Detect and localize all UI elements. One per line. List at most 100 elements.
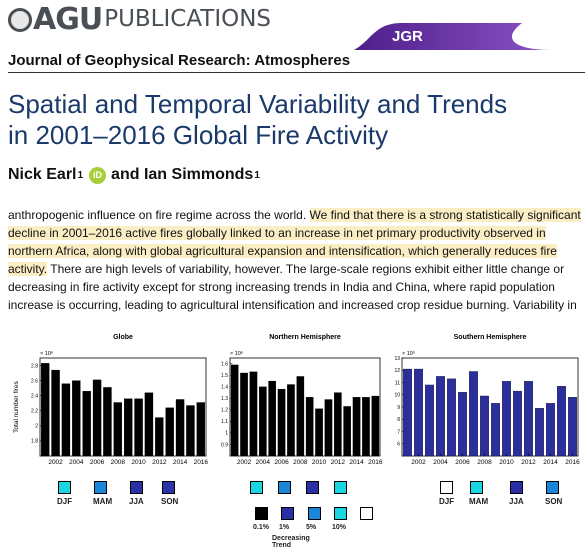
author-2-affiliation: 1 <box>254 169 260 181</box>
legend-swatch-djf <box>58 481 71 494</box>
bar-2010 <box>502 381 511 457</box>
x-tick-label: 2006 <box>274 459 289 466</box>
x-tick-label: 2012 <box>331 459 346 466</box>
bar-2001 <box>230 364 239 457</box>
legend-swatch-season-3 <box>306 481 319 494</box>
y-tick-label: 13 <box>394 356 400 362</box>
legend-label-trend-2: 1% <box>279 524 290 531</box>
bar-2007 <box>103 387 112 457</box>
bar-2004 <box>259 386 267 457</box>
title-line-2: in 2001–2016 Global Fire Activity <box>8 120 389 150</box>
bar-2016 <box>196 402 206 457</box>
y-tick-label: 1.5 <box>221 373 228 379</box>
legend-label-trend-4: 10% <box>332 524 347 531</box>
y-tick-label: 6 <box>397 442 400 448</box>
title-line-1: Spatial and Temporal Variability and Tre… <box>8 89 508 119</box>
bar-2005 <box>268 380 276 457</box>
x-tick-label: 2012 <box>521 459 536 466</box>
x-tick-label: 2002 <box>237 459 252 466</box>
bar-2009 <box>123 398 133 457</box>
chart-title: Northern Hemisphere <box>269 334 341 341</box>
legend-swatch-sh-djf <box>440 481 453 494</box>
bar-2016 <box>371 395 380 457</box>
chart-title: Globe <box>113 334 133 341</box>
x-tick-label: 2002 <box>411 459 426 466</box>
bar-2015 <box>186 405 195 457</box>
legend-swatch-jja <box>130 481 143 494</box>
bar-2006 <box>277 388 286 457</box>
legend-label-sh-mam: MAM <box>469 497 489 506</box>
agu-text: AGU <box>33 1 103 37</box>
orcid-icon[interactable]: iD <box>89 166 107 184</box>
x-tick-label: 2010 <box>131 459 146 466</box>
x-tick-label: 2014 <box>349 459 364 466</box>
legend-swatch-trend-2 <box>281 507 294 520</box>
bar-2008 <box>296 376 305 457</box>
legend-swatch-mam <box>94 481 107 494</box>
x-tick-label: 2002 <box>48 459 63 466</box>
bar-2004 <box>72 380 81 457</box>
y-tick-label: 1.2 <box>221 408 228 414</box>
bar-2011 <box>324 399 333 457</box>
y-tick-label: 1.1 <box>221 419 228 425</box>
y-tick-label: 7 <box>397 429 400 435</box>
x-tick-label: 2006 <box>90 459 105 466</box>
x-tick-label: 2004 <box>69 459 84 466</box>
y-tick-label: 1 <box>225 431 228 437</box>
y-tick-label: 9 <box>397 405 400 411</box>
x-tick-label: 2008 <box>477 459 492 466</box>
y-tick-label: 12 <box>394 368 400 374</box>
bar-2001 <box>40 363 50 457</box>
x-tick-label: 2016 <box>368 459 383 466</box>
bar-2016 <box>568 397 577 457</box>
legend-swatch-sh-son <box>546 481 559 494</box>
x-tick-label: 2014 <box>543 459 558 466</box>
bar-2012 <box>155 417 164 457</box>
chart-svg: Globe × 10⁶ 1.8 2 2.2 2.4 2.6 2.8 2002 2004 2006 20… <box>13 334 208 466</box>
legend-swatch-trend-4 <box>334 507 347 520</box>
chart-svg: Southern Hemisphere × 10⁵ 6 7 8 9 10 11 12 13 2002… <box>394 334 580 466</box>
legend-label-sh-jja: JJA <box>509 497 524 506</box>
axis-exponent: × 10⁶ <box>40 350 53 357</box>
y-tick-label: 8 <box>397 417 400 423</box>
y-axis-label: Total number fires <box>13 380 20 432</box>
x-tick-label: 2010 <box>499 459 514 466</box>
legend-label-trend-1: 0.1% <box>253 524 269 531</box>
legend-swatch-trend-3 <box>308 507 321 520</box>
x-tick-label: 2016 <box>565 459 580 466</box>
bar-2003 <box>425 384 434 457</box>
chart-southern-hemisphere: Southern Hemisphere × 10⁵ 6 7 8 9 10 11 12 13 2002… <box>390 330 582 480</box>
y-tick-label: 2.8 <box>31 363 38 369</box>
bar-2008 <box>113 402 123 457</box>
paper-title: Spatial and Temporal Variability and Tre… <box>8 89 578 151</box>
bar-2002 <box>51 369 60 457</box>
y-tick-label: 2.2 <box>31 409 38 415</box>
abstract-text: anthropogenic influence on fire regime a… <box>8 206 583 314</box>
bar-2003 <box>249 371 258 457</box>
author-list: Nick Earl 1 iD and Ian Simmonds 1 <box>8 166 260 184</box>
legend-label-sh-djf: DJF <box>439 497 455 506</box>
bar-2013 <box>343 406 351 457</box>
y-tick-label: 1.8 <box>31 439 38 445</box>
x-tick-label: 2004 <box>256 459 271 466</box>
bar-2012 <box>524 381 533 457</box>
bar-2007 <box>287 384 295 457</box>
bar-2010 <box>134 398 143 457</box>
abstract-pre: anthropogenic influence on fire regime a… <box>8 208 310 222</box>
legend-swatch-season-1 <box>250 481 263 494</box>
x-tick-label: 2014 <box>173 459 188 466</box>
journal-name: Journal of Geophysical Research: Atmosph… <box>8 52 351 69</box>
bar-2014 <box>546 403 555 457</box>
y-tick-label: 2 <box>35 424 38 430</box>
x-tick-label: 2012 <box>152 459 167 466</box>
bar-2002 <box>240 372 248 457</box>
y-tick-label: 1.4 <box>221 385 228 391</box>
legend-swatch-trend-5 <box>360 507 373 520</box>
legend-swatch-season-4 <box>334 481 347 494</box>
bar-2005 <box>82 391 91 457</box>
legend-label-jja: JJA <box>129 497 144 506</box>
bar-2014 <box>352 397 361 457</box>
bar-2011 <box>144 392 154 457</box>
bar-2006 <box>458 392 467 457</box>
y-tick-label: 1.6 <box>221 362 228 368</box>
